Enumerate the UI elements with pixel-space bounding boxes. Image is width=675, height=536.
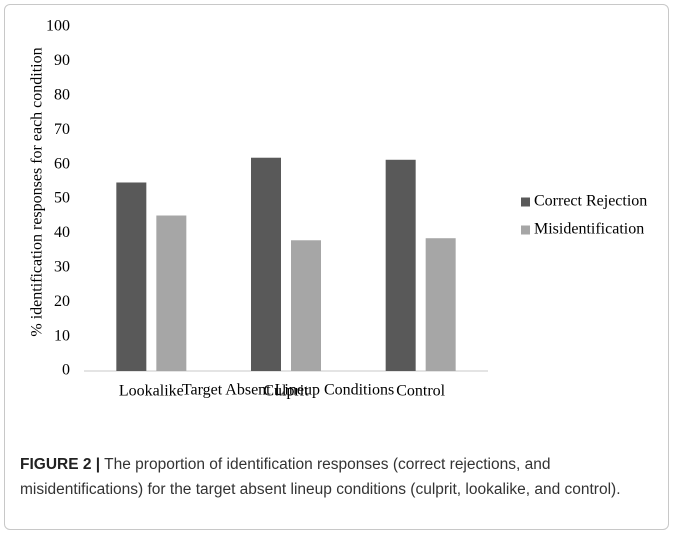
legend-swatch <box>521 225 530 235</box>
caption-text: The proportion of identification respons… <box>20 456 621 498</box>
y-tick-label: 60 <box>54 155 70 172</box>
x-axis-title: Target Absent Lineup Conditions <box>182 382 394 399</box>
y-tick-label: 80 <box>54 86 70 103</box>
legend-label: Misidentification <box>534 221 644 238</box>
bar <box>251 157 281 371</box>
caption: FIGURE 2 | The proportion of identificat… <box>20 452 660 502</box>
y-axis-title: % identification responses for each cond… <box>29 47 46 336</box>
y-tick-label: 20 <box>54 293 70 310</box>
bar <box>425 238 456 371</box>
legend-swatch <box>521 197 530 207</box>
chart: Target Absent Lineup Conditions % identi… <box>29 18 648 400</box>
x-tick-label: Lookalike <box>119 383 184 400</box>
y-tick-label: 40 <box>54 224 70 241</box>
y-tick-label: 0 <box>62 362 70 379</box>
y-tick-label: 10 <box>54 327 70 344</box>
bar <box>156 215 187 371</box>
legend-label: Correct Rejection <box>534 193 647 210</box>
figure-frame <box>4 4 669 530</box>
y-tick-label: 50 <box>54 190 70 207</box>
bar <box>385 159 416 371</box>
y-tick-label: 30 <box>54 258 70 275</box>
y-tick-label: 70 <box>54 121 70 138</box>
bar <box>116 182 147 371</box>
y-tick-label: 90 <box>54 52 70 69</box>
bar <box>291 240 321 371</box>
caption-label: FIGURE 2 | <box>20 456 101 473</box>
y-tick-label: 100 <box>46 18 70 35</box>
x-tick-label: Culprit <box>263 383 309 400</box>
x-tick-label: Control <box>396 383 445 400</box>
